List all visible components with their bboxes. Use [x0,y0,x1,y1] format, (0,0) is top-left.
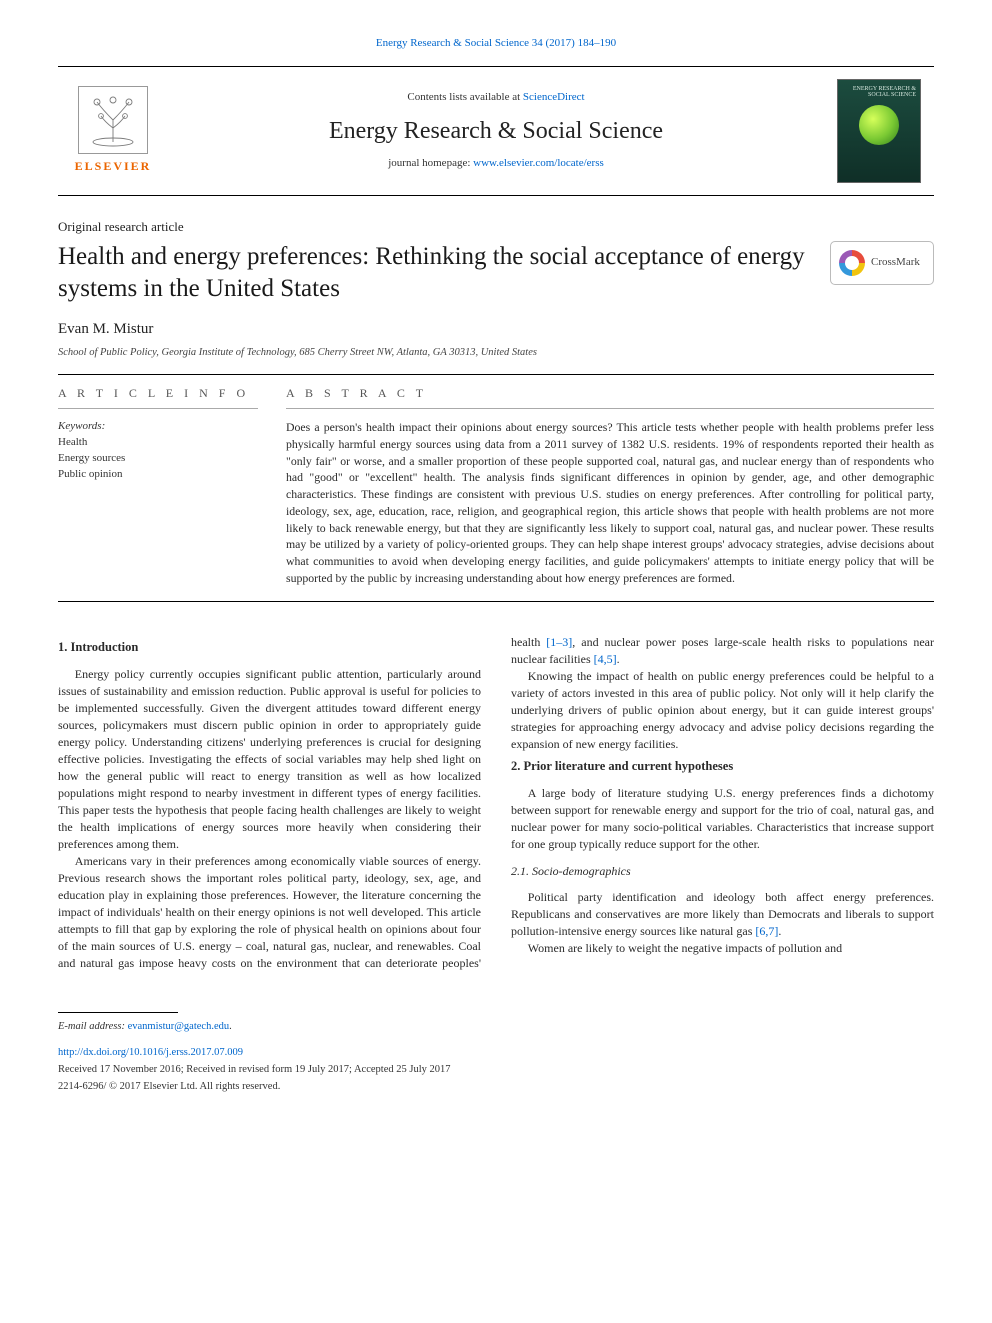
keyword: Energy sources [58,451,258,467]
contents-prefix: Contents lists available at [407,91,522,103]
author-name: Evan M. Mistur [58,319,934,341]
divider [58,601,934,602]
masthead: ELSEVIER Contents lists available at Sci… [58,66,934,196]
crossmark-icon [839,250,865,276]
citation-link[interactable]: Energy Research & Social Science 34 (201… [376,37,616,49]
keyword: Public opinion [58,467,258,483]
journal-name: Energy Research & Social Science [329,114,663,149]
divider [286,408,934,409]
keywords-label: Keywords: [58,419,258,435]
section-heading: 1. Introduction [58,638,481,656]
divider [58,374,934,375]
para-text: Political party identification and ideol… [511,890,934,938]
body-columns: 1. Introduction Energy policy currently … [58,634,934,973]
sciencedirect-link[interactable]: ScienceDirect [523,91,585,103]
abstract-text: Does a person's health impact their opin… [286,419,934,587]
body-paragraph: Women are likely to weight the negative … [511,940,934,957]
email-label: E-mail address: [58,1021,128,1032]
crossmark-badge[interactable]: CrossMark [830,241,934,285]
para-text: , and nuclear power poses large-scale he… [511,635,934,666]
crossmark-label: CrossMark [871,255,920,271]
body-paragraph: Energy policy currently occupies signifi… [58,666,481,853]
article-dates: Received 17 November 2016; Received in r… [58,1062,934,1077]
para-text: . [617,652,620,666]
contents-available: Contents lists available at ScienceDirec… [407,90,584,106]
citation-link[interactable]: [1–3] [546,635,572,649]
footer: E-mail address: evanmistur@gatech.edu. h… [58,1012,934,1094]
divider [58,408,258,409]
footnote-rule [58,1012,178,1013]
homepage-prefix: journal homepage: [388,157,473,169]
abstract-column: A B S T R A C T Does a person's health i… [286,385,934,587]
article-info-heading: A R T I C L E I N F O [58,385,258,402]
cover-label: ENERGY RESEARCH & SOCIAL SCIENCE [842,86,916,99]
abstract-heading: A B S T R A C T [286,385,934,402]
section-heading: 2. Prior literature and current hypothes… [511,757,934,775]
body-paragraph: Political party identification and ideol… [511,889,934,940]
para-text: . [778,924,781,938]
article-type: Original research article [58,218,934,237]
article-info-column: A R T I C L E I N F O Keywords: Health E… [58,385,258,587]
body-paragraph: A large body of literature studying U.S.… [511,785,934,853]
publisher-logo: ELSEVIER [58,67,168,195]
doi-link[interactable]: http://dx.doi.org/10.1016/j.erss.2017.07… [58,1045,934,1060]
running-header: Energy Research & Social Science 34 (201… [58,36,934,52]
homepage-link[interactable]: www.elsevier.com/locate/erss [473,157,604,169]
author-affiliation: School of Public Policy, Georgia Institu… [58,345,934,360]
email-link[interactable]: evanmistur@gatech.edu [128,1021,230,1032]
body-paragraph: Knowing the impact of health on public e… [511,668,934,753]
publisher-name: ELSEVIER [75,158,152,175]
citation-link[interactable]: [4,5] [594,652,617,666]
cover-orb-icon [859,105,899,145]
elsevier-tree-icon [78,86,148,154]
keyword: Health [58,435,258,451]
journal-cover-thumb: ENERGY RESEARCH & SOCIAL SCIENCE [837,79,921,183]
email-suffix: . [229,1021,232,1032]
corresponding-email: E-mail address: evanmistur@gatech.edu. [58,1019,934,1034]
copyright: 2214-6296/ © 2017 Elsevier Ltd. All righ… [58,1079,934,1094]
citation-link[interactable]: [6,7] [755,924,778,938]
journal-homepage: journal homepage: www.elsevier.com/locat… [388,156,604,172]
subsection-heading: 2.1. Socio-demographics [511,863,934,880]
article-title: Health and energy preferences: Rethinkin… [58,241,816,305]
